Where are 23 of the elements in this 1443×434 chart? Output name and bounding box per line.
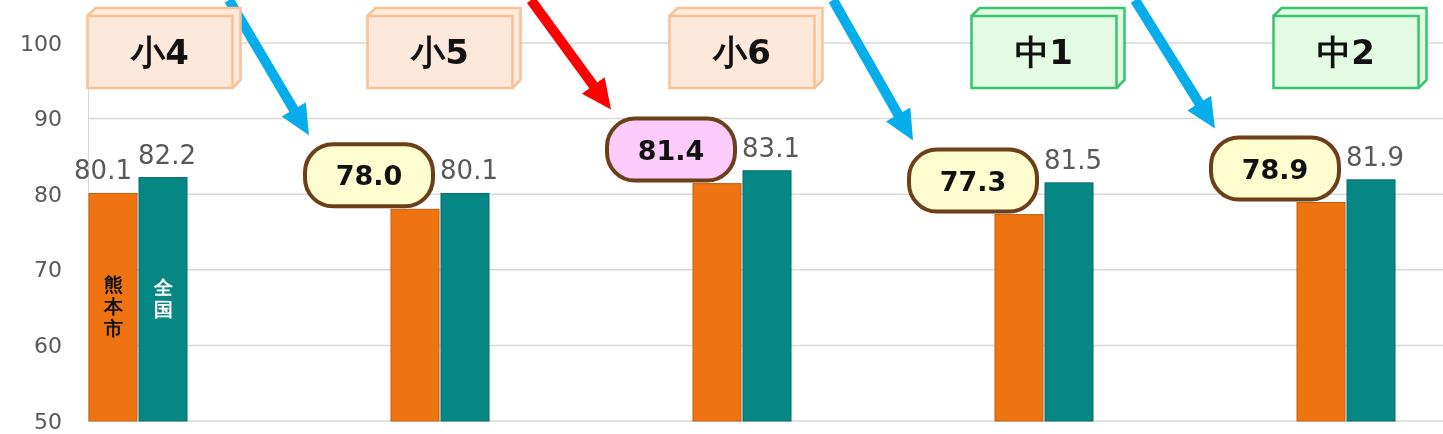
- data-label: 77.3: [939, 165, 1007, 197]
- data-label: 82.2: [138, 139, 196, 170]
- data-label: 78.0: [335, 160, 403, 192]
- y-tick-label: 50: [34, 408, 62, 434]
- y-tick-label: 80: [34, 181, 62, 207]
- series-label: 全国: [152, 276, 174, 321]
- data-label: 83.1: [742, 132, 800, 163]
- x-tick-label: 中2: [1317, 32, 1375, 72]
- data-label: 78.9: [1241, 153, 1309, 185]
- x-tick-label: 小4: [130, 32, 189, 72]
- y-tick-label: 90: [34, 106, 62, 132]
- data-label: 80.1: [440, 155, 498, 186]
- x-tick-label: 小5: [410, 32, 469, 72]
- y-tick-label: 100: [20, 30, 62, 56]
- data-label: 80.1: [74, 155, 132, 186]
- y-tick-label: 60: [34, 332, 62, 358]
- x-tick-label: 中1: [1015, 32, 1073, 72]
- series-label: 熊本市: [102, 273, 124, 340]
- data-label: 81.9: [1346, 141, 1404, 172]
- y-tick-label: 70: [34, 257, 62, 283]
- data-label: 81.5: [1044, 144, 1102, 175]
- data-label: 81.4: [637, 134, 705, 166]
- x-tick-label: 小6: [712, 32, 771, 72]
